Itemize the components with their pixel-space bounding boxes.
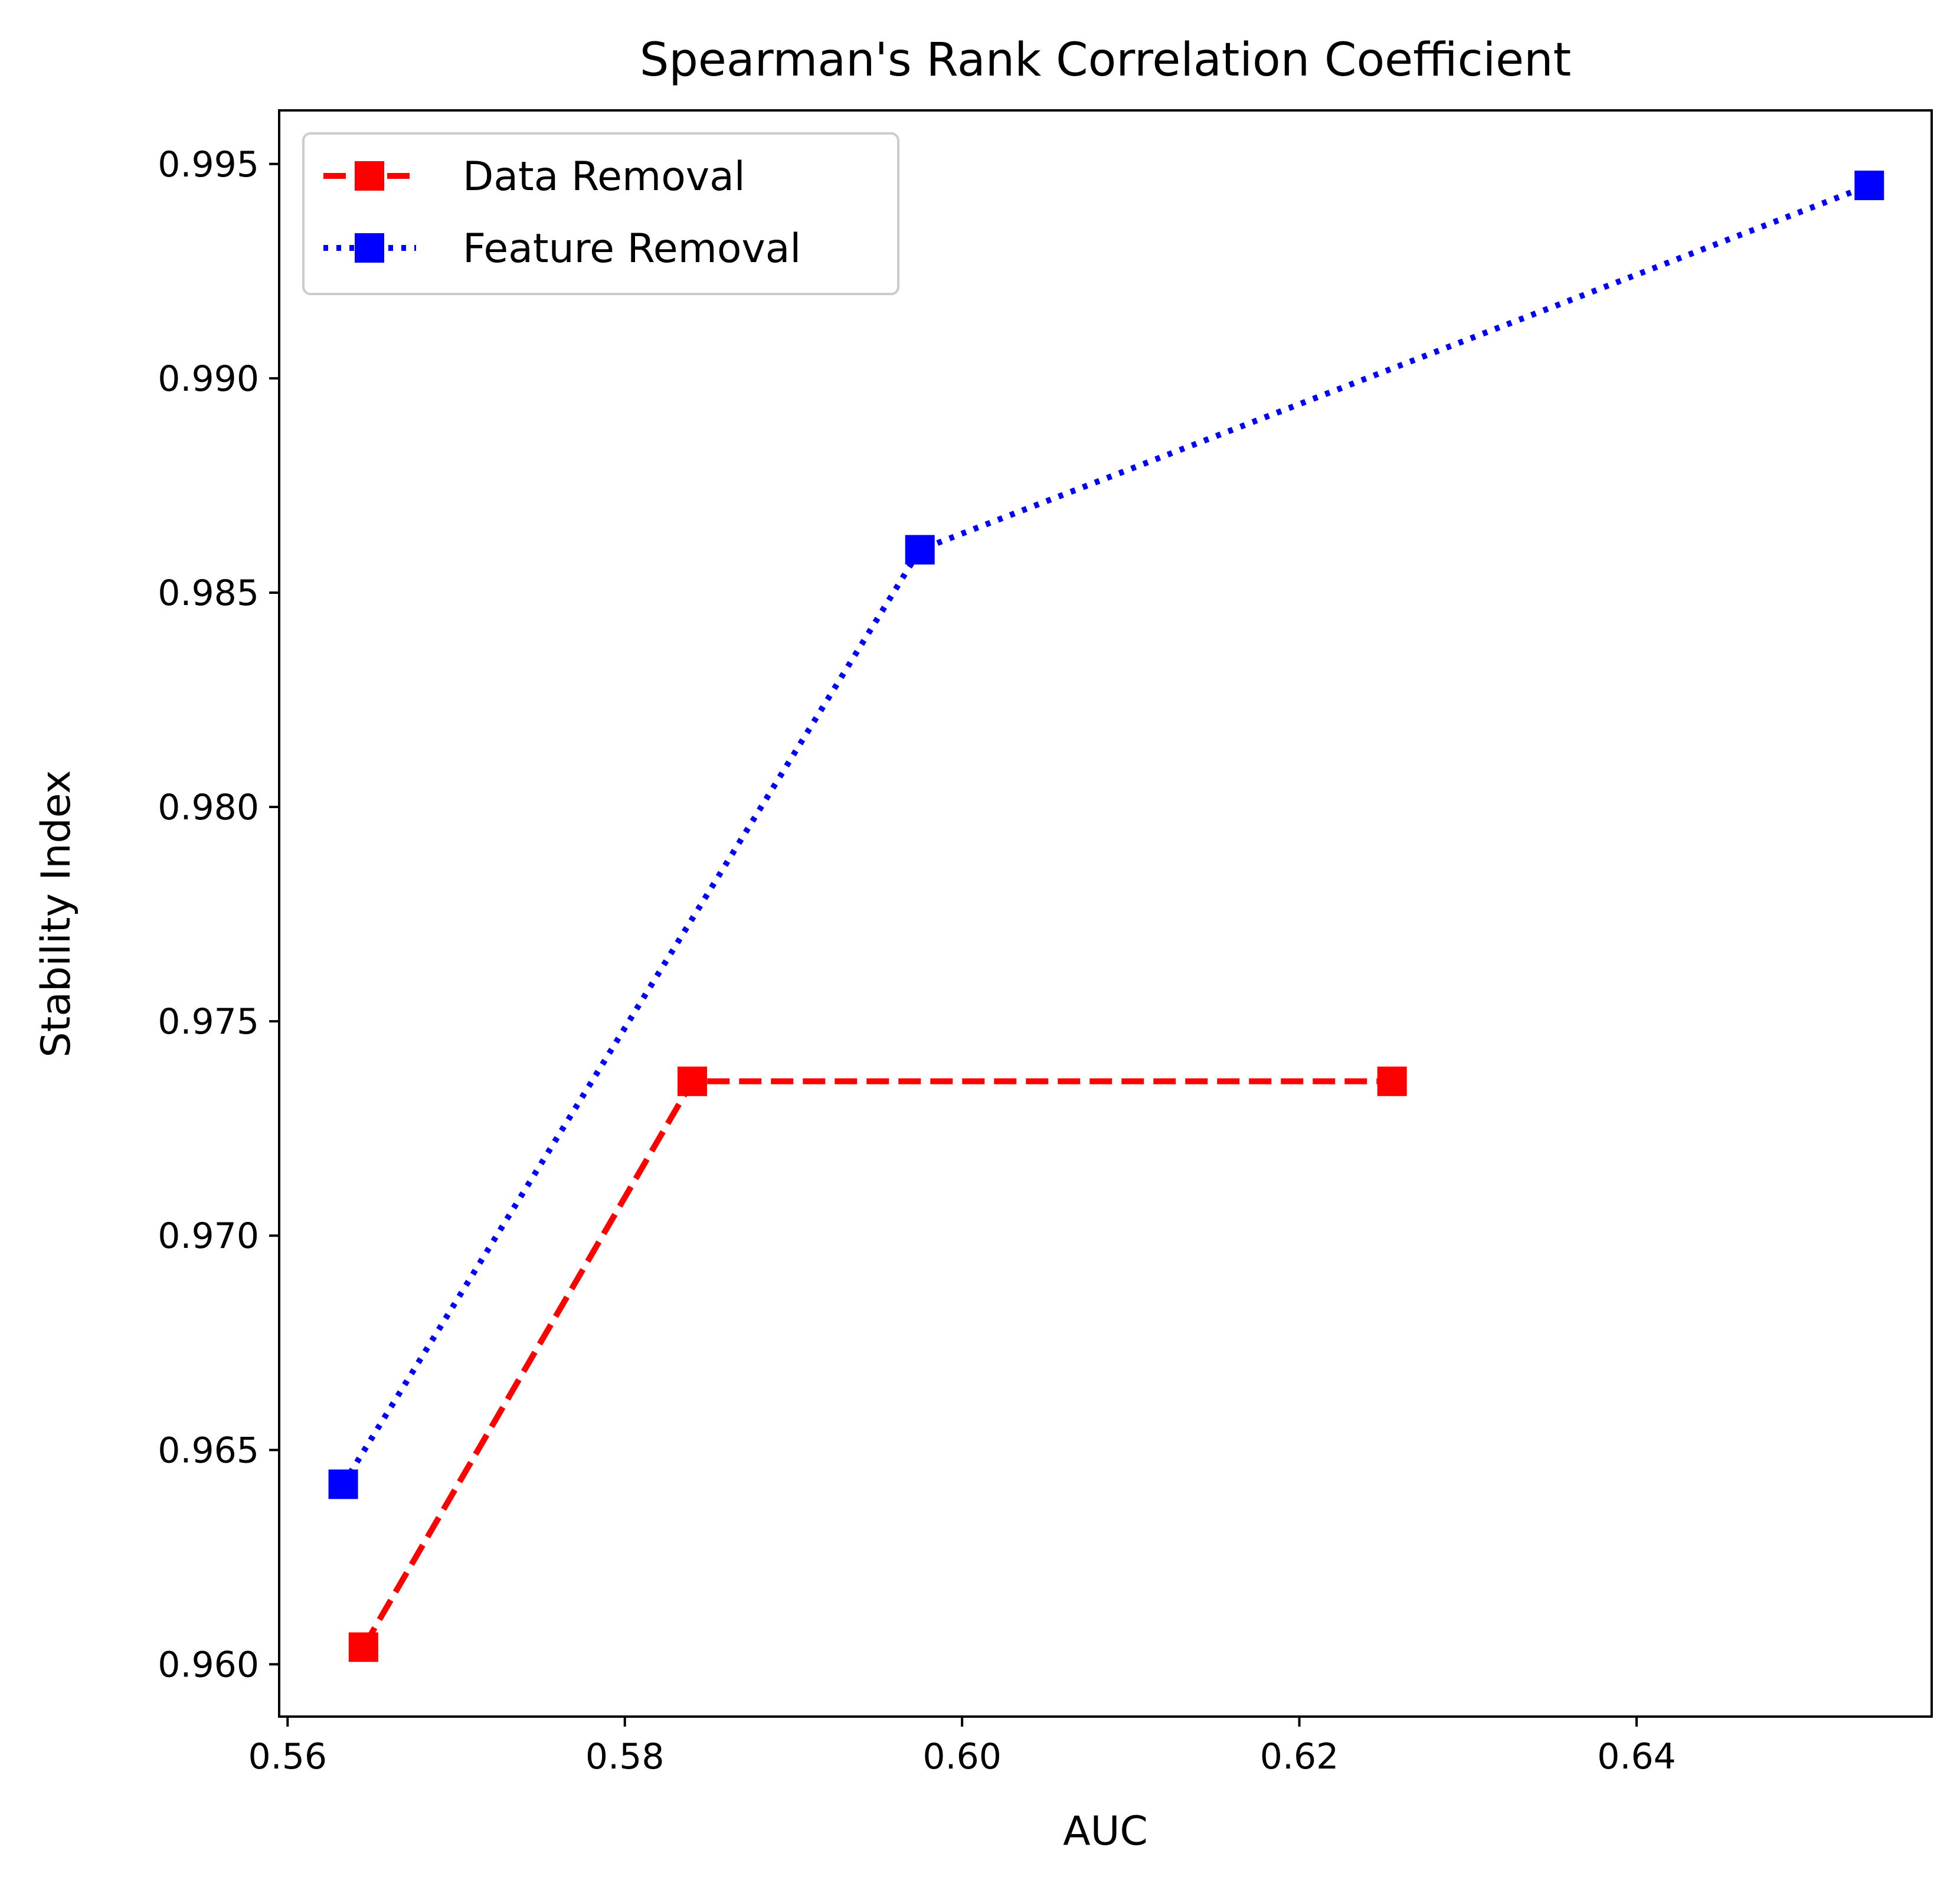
x-tick-label: 0.56 [248,1736,327,1777]
data-point [1854,171,1884,201]
x-tick-label: 0.62 [1260,1736,1339,1777]
y-tick-label: 0.985 [158,573,259,614]
y-axis-ticks: 0.960 0.965 0.970 0.975 0.980 0.985 0.990 0.995 [158,144,279,1685]
y-tick-label: 0.970 [158,1215,259,1257]
x-tick-label: 0.58 [585,1736,665,1777]
y-tick-label: 0.980 [158,787,259,828]
chart-title: Spearman's Rank Correlation Coefficient [640,34,1571,87]
y-axis-label: Stability Index [33,770,80,1057]
plot-area [278,109,1933,1718]
data-point [678,1066,707,1096]
series-layer [328,171,1884,1662]
legend-marker-1 [355,233,384,263]
data-point [1377,1066,1407,1096]
y-tick-label: 0.965 [158,1430,259,1471]
y-tick-label: 0.960 [158,1644,259,1685]
x-axis-ticks: 0.56 0.58 0.60 0.62 0.64 [248,1717,1676,1777]
x-tick-label: 0.64 [1597,1736,1676,1777]
series-line-0 [361,1078,1392,1649]
data-point [348,1632,378,1662]
legend-marker-0 [355,161,384,191]
data-point [328,1469,358,1499]
data-point [905,535,935,565]
legend: Data Removal Feature Removal [302,132,899,295]
y-tick-label: 0.975 [158,1001,259,1042]
x-tick-label: 0.60 [922,1736,1002,1777]
y-tick-label: 0.995 [158,144,259,185]
y-tick-label: 0.990 [158,358,259,400]
legend-label-1: Feature Removal [463,225,801,272]
series-line-1 [341,182,1871,1486]
x-axis-label: AUC [1063,1808,1148,1855]
legend-box [302,132,899,295]
legend-label-0: Data Removal [463,153,745,200]
